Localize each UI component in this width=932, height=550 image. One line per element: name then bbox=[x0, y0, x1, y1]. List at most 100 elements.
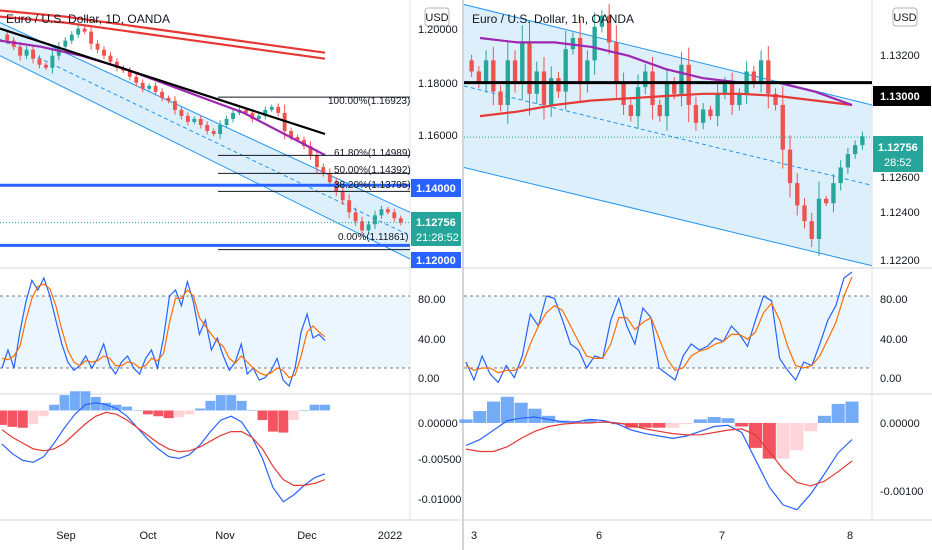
candle-body bbox=[635, 87, 641, 117]
channel-band bbox=[0, 22, 410, 259]
candle-body bbox=[392, 212, 397, 219]
macd-histogram-bar bbox=[514, 402, 528, 423]
channel-mid-line bbox=[0, 38, 411, 237]
candle-body bbox=[621, 82, 626, 105]
stoch-band bbox=[0, 296, 410, 368]
macd-histogram-bar bbox=[309, 404, 320, 411]
left-price-pane bbox=[0, 9, 411, 260]
left-stochastic-pane bbox=[0, 276, 410, 388]
candle-body bbox=[82, 28, 87, 32]
candle-body bbox=[722, 82, 728, 94]
macd-histogram-bar bbox=[721, 418, 735, 423]
candle-body bbox=[379, 209, 384, 216]
candle-body bbox=[845, 154, 851, 168]
right-level-tag-1.13: 1.13000 bbox=[873, 86, 931, 106]
candle-body bbox=[672, 82, 677, 94]
macd-histogram-bar bbox=[184, 410, 195, 415]
right-stoch-tick: 0.00 bbox=[880, 373, 901, 385]
macd-histogram-bar bbox=[473, 411, 487, 423]
macd-histogram-bar bbox=[0, 410, 7, 425]
left-currency-label: USD bbox=[425, 12, 448, 24]
left-level-tag-text: 1.12000 bbox=[416, 255, 456, 267]
macd-histogram-bar bbox=[205, 400, 216, 411]
macd-histogram-bar bbox=[257, 410, 268, 421]
candle-body bbox=[585, 60, 590, 83]
candle-body bbox=[37, 58, 42, 65]
candle-body bbox=[166, 97, 171, 101]
candle-body bbox=[657, 104, 662, 117]
trendline-black bbox=[0, 27, 326, 136]
candle-body bbox=[780, 104, 785, 150]
left-time-tick: Oct bbox=[139, 530, 156, 542]
candle-body bbox=[758, 60, 764, 83]
left-stoch-tick: 0.00 bbox=[418, 373, 439, 385]
channel-upper-line bbox=[0, 22, 411, 213]
right-time-tick: 6 bbox=[596, 530, 602, 542]
macd-histogram-bar bbox=[735, 422, 749, 427]
left-stoch-tick: 40.00 bbox=[418, 334, 446, 346]
left-time-tick: Nov bbox=[215, 530, 235, 542]
candle-body bbox=[224, 118, 229, 125]
fib-label-618: 61.80%(1.14989) bbox=[334, 148, 411, 159]
macd-histogram-bar bbox=[666, 422, 680, 428]
macd-histogram-bar bbox=[49, 404, 60, 411]
candle-body bbox=[693, 104, 699, 123]
candle-body bbox=[679, 64, 684, 94]
candle-body bbox=[50, 55, 55, 68]
macd-histogram-bar bbox=[142, 410, 153, 415]
macd-histogram-bar bbox=[845, 401, 859, 423]
candle-body bbox=[102, 49, 106, 56]
candle-body bbox=[628, 104, 633, 117]
candle-body bbox=[483, 60, 489, 83]
right-last-price-text: 1.12756 bbox=[878, 142, 918, 154]
macd-histogram-bar bbox=[132, 410, 143, 411]
candle-body bbox=[787, 149, 793, 184]
macd-signal-line bbox=[1, 411, 326, 486]
candle-body bbox=[751, 71, 757, 83]
right-time-tick: 8 bbox=[847, 530, 853, 542]
candle-body bbox=[263, 109, 268, 116]
macd-histogram-bar bbox=[487, 401, 501, 423]
left-level-tag-1.14: 1.14000 bbox=[411, 179, 461, 197]
candle-body bbox=[44, 64, 48, 68]
candle-body bbox=[76, 28, 81, 35]
fib-label-382: 38.20%(1.13795) bbox=[334, 180, 411, 191]
right-currency-button[interactable]: USD bbox=[892, 7, 918, 27]
candle-body bbox=[69, 34, 74, 41]
macd-signal-line bbox=[465, 421, 853, 487]
macd-histogram-bar bbox=[680, 422, 694, 425]
candle-body bbox=[360, 221, 364, 231]
macd-histogram-bar bbox=[17, 410, 28, 428]
candle-body bbox=[838, 167, 843, 184]
macd-histogram-bar bbox=[288, 410, 299, 421]
left-macd-tick: -0.00500 bbox=[418, 454, 461, 466]
candle-body bbox=[541, 71, 547, 105]
candle-body bbox=[469, 60, 474, 72]
right-stoch-tick: 40.00 bbox=[880, 334, 908, 346]
candle-body bbox=[218, 124, 223, 134]
right-level-tag-text: 1.13000 bbox=[880, 91, 920, 103]
candle-body bbox=[347, 200, 352, 213]
candle-body bbox=[198, 118, 203, 125]
candle-body bbox=[686, 64, 691, 105]
candle-body bbox=[643, 71, 648, 88]
left-time-tick: Dec bbox=[297, 530, 317, 542]
right-macd-pane bbox=[459, 396, 859, 511]
candle-body bbox=[549, 78, 554, 105]
candle-body bbox=[599, 15, 605, 27]
left-currency-button[interactable]: USD bbox=[424, 7, 450, 27]
candle-body bbox=[134, 76, 139, 83]
macd-histogram-bar bbox=[69, 391, 80, 411]
macd-histogram-bar bbox=[90, 397, 101, 411]
sma-red-a bbox=[0, 9, 326, 54]
left-chart-title: Euro / U.S. Dollar, 1D, OANDA bbox=[6, 12, 170, 26]
candle-body bbox=[340, 191, 345, 201]
left-level-tag-1.12: 1.12000 bbox=[411, 252, 461, 268]
candle-body bbox=[353, 212, 358, 222]
candle-body bbox=[269, 106, 274, 110]
right-chart-title: Euro / U.S. Dollar, 1h, OANDA bbox=[472, 12, 634, 26]
right-price-pane bbox=[463, 3, 873, 267]
candle-body bbox=[334, 182, 339, 192]
candle-body bbox=[127, 70, 132, 77]
candle-body bbox=[520, 42, 525, 83]
